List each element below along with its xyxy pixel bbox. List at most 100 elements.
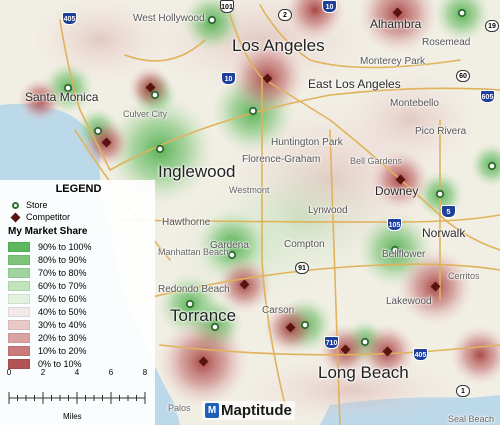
legend-swatch — [8, 241, 30, 252]
place-westmont: Westmont — [229, 185, 270, 195]
competitor-icon — [8, 211, 22, 223]
place-pico-rivera: Pico Rivera — [415, 126, 467, 137]
scale-tick-label: 4 — [74, 368, 80, 377]
legend-swatch — [8, 332, 30, 343]
legend-class-label: 0% to 10% — [38, 358, 82, 369]
place-gardena: Gardena — [210, 240, 249, 251]
legend-class-label: 90% to 100% — [38, 241, 92, 252]
shield-sr91: 91 — [295, 262, 309, 274]
place-manhattan-beach: Manhattan Beach — [158, 247, 229, 257]
scale-units: Miles — [63, 412, 82, 421]
scale-bar-graphic — [8, 392, 146, 404]
legend-class-row: 60% to 70% — [8, 279, 149, 292]
store-icon — [8, 199, 22, 211]
logo-text: Maptitude — [221, 402, 292, 419]
place-east-los-angeles: East Los Angeles — [308, 77, 401, 91]
shield-i605: 605 — [480, 90, 495, 103]
shield-us101: 101 — [220, 0, 234, 13]
shield-sr19: 19 — [485, 20, 499, 32]
place-bellflower: Bellflower — [382, 249, 426, 260]
place-culver-city: Culver City — [123, 109, 168, 119]
place-seal-beach: Seal Beach — [448, 414, 495, 424]
place-norwalk: Norwalk — [422, 226, 466, 240]
place-bell-gardens: Bell Gardens — [350, 156, 403, 166]
legend-panel: LEGEND Store Competitor My Market Share … — [0, 180, 155, 425]
legend-swatch — [8, 254, 30, 265]
scale-tick-label: 8 — [142, 368, 148, 377]
shield-i5: 5 — [441, 205, 456, 218]
legend-class-label: 10% to 20% — [38, 345, 87, 356]
place-lakewood: Lakewood — [386, 296, 432, 307]
legend-class-label: 60% to 70% — [38, 280, 87, 291]
place-hawthorne: Hawthorne — [162, 217, 211, 228]
scale-bar: 0 2 4 6 8 — [6, 368, 148, 421]
place-cerritos: Cerritos — [448, 271, 480, 281]
legend-class-row: 30% to 40% — [8, 318, 149, 331]
place-west-hollywood: West Hollywood — [133, 13, 205, 24]
legend-swatch — [8, 293, 30, 304]
place-montebello: Montebello — [390, 98, 439, 109]
legend-class-label: 70% to 80% — [38, 267, 87, 278]
legend-class-row: 0% to 10% — [8, 357, 149, 370]
place-inglewood: Inglewood — [158, 162, 236, 181]
place-redondo-beach: Redondo Beach — [158, 284, 230, 295]
legend-class-list: 90% to 100% 80% to 90% 70% to 80% 60% to… — [8, 240, 149, 370]
competitor-markers — [101, 7, 441, 367]
legend-class-row: 50% to 60% — [8, 292, 149, 305]
place-carson: Carson — [262, 305, 295, 316]
legend-competitor-row: Competitor — [8, 211, 149, 223]
place-lynwood: Lynwood — [308, 205, 348, 216]
scale-tick-label: 2 — [40, 368, 46, 377]
place-compton: Compton — [284, 239, 325, 250]
place-torrance: Torrance — [170, 306, 237, 325]
legend-class-row: 90% to 100% — [8, 240, 149, 253]
place-alhambra: Alhambra — [370, 17, 422, 31]
place-downey: Downey — [375, 184, 419, 198]
shield-sr2: 2 — [278, 9, 292, 21]
place-florence-graham: Florence-Graham — [242, 154, 321, 165]
maptitude-logo: M Maptitude — [202, 401, 295, 420]
place-santa-monica: Santa Monica — [25, 90, 99, 104]
freeways — [59, 4, 500, 425]
legend-class-label: 20% to 30% — [38, 332, 87, 343]
place-los-angeles: Los Angeles — [232, 36, 325, 55]
place-monterey-park: Monterey Park — [360, 56, 426, 67]
shield-i405-north: 405 — [62, 12, 77, 25]
legend-store-row: Store — [8, 199, 149, 211]
legend-share-title: My Market Share — [8, 226, 88, 237]
legend-swatch — [8, 319, 30, 330]
legend-class-label: 30% to 40% — [38, 319, 87, 330]
place-rosemead: Rosemead — [422, 37, 471, 48]
legend-swatch — [8, 345, 30, 356]
shield-i405-south: 405 — [413, 348, 428, 361]
legend-class-label: 40% to 50% — [38, 306, 87, 317]
place-huntington-park: Huntington Park — [271, 137, 343, 148]
legend-class-row: 20% to 30% — [8, 331, 149, 344]
legend-competitor-label: Competitor — [26, 212, 71, 222]
scale-tick-label: 6 — [108, 368, 114, 377]
legend-swatch — [8, 358, 30, 369]
store-markers — [63, 8, 497, 347]
legend-class-label: 50% to 60% — [38, 293, 87, 304]
logo-icon: M — [205, 403, 219, 418]
legend-class-row: 80% to 90% — [8, 253, 149, 266]
legend-title: LEGEND — [55, 183, 102, 195]
shield-sr1: 1 — [456, 385, 470, 397]
legend-class-label: 80% to 90% — [38, 254, 87, 265]
shield-i10-west: 10 — [221, 72, 236, 85]
legend-swatch — [8, 267, 30, 278]
legend-class-row: 10% to 20% — [8, 344, 149, 357]
legend-class-row: 70% to 80% — [8, 266, 149, 279]
shield-i10-east: 10 — [322, 0, 337, 13]
shield-i710: 710 — [324, 336, 339, 349]
legend-store-label: Store — [26, 200, 48, 210]
legend-swatch — [8, 280, 30, 291]
place-long-beach: Long Beach — [318, 363, 409, 382]
scale-tick-label: 0 — [6, 368, 12, 377]
shield-sr60: 60 — [456, 70, 470, 82]
legend-class-row: 40% to 50% — [8, 305, 149, 318]
legend-swatch — [8, 306, 30, 317]
place-palos: Palos — [168, 403, 191, 413]
